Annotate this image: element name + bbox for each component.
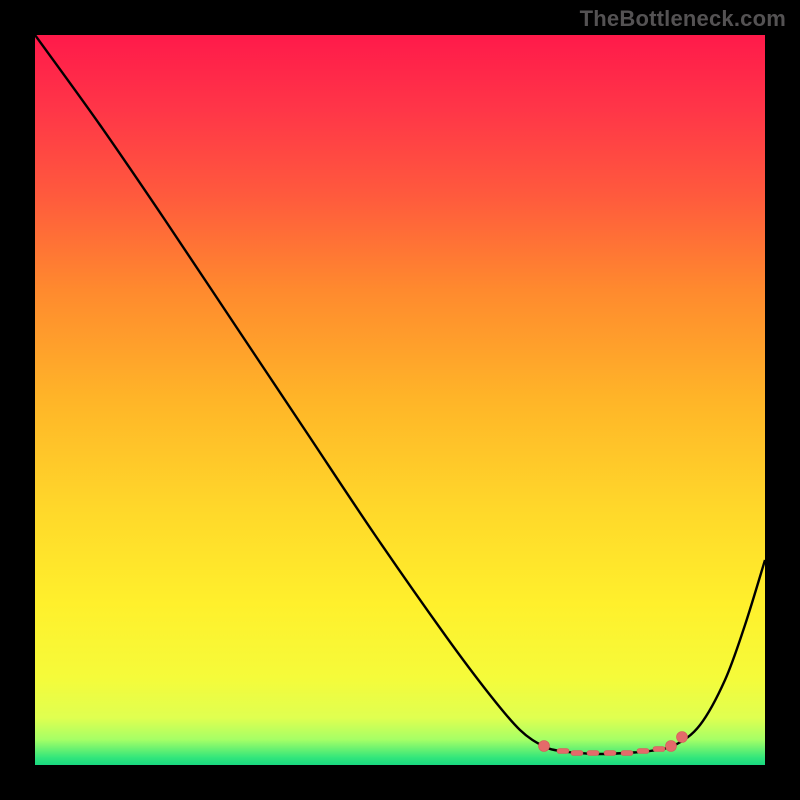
chart-curve-layer: [35, 35, 765, 765]
curve-marker-dot: [677, 732, 688, 743]
curve-marker-dot: [666, 741, 677, 752]
curve-marker-dash: [571, 751, 583, 756]
curve-marker-dash: [604, 751, 616, 756]
curve-marker-dash: [637, 749, 649, 754]
curve-marker-dash: [653, 747, 665, 752]
curve-markers: [539, 732, 688, 756]
curve-marker-dash: [587, 751, 599, 756]
bottleneck-curve: [35, 35, 765, 754]
watermark-text: TheBottleneck.com: [580, 6, 786, 32]
chart-plot-area: [35, 35, 765, 765]
curve-marker-dot: [539, 741, 550, 752]
curve-marker-dash: [557, 749, 569, 754]
curve-marker-dash: [621, 751, 633, 756]
